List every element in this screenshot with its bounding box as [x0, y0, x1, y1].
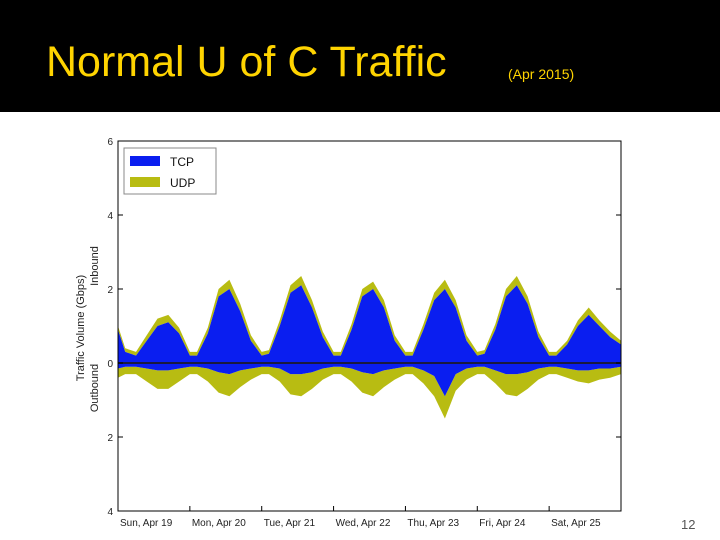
- x-tick-label: Mon, Apr 20: [192, 518, 246, 529]
- x-tick-label: Sat, Apr 25: [551, 518, 601, 529]
- y-axis-inbound-label: Inbound: [89, 246, 101, 286]
- y-tick-label: 0: [107, 359, 113, 370]
- y-tick-label: 4: [107, 211, 113, 222]
- legend: TCP UDP: [123, 147, 217, 195]
- plot-frame: [117, 140, 622, 512]
- udp-outbound-area: [118, 366, 621, 419]
- x-tick-label: Thu, Apr 23: [407, 518, 459, 529]
- y-tick-label: 4: [107, 507, 113, 518]
- y-tick-label: 2: [107, 433, 113, 444]
- slide-number: 12: [681, 517, 696, 532]
- x-tick-label: Wed, Apr 22: [336, 518, 391, 529]
- traffic-chart: 6 4 2 0 2 4 Sun, Apr 19 Mon, Apr 20 Tue, Apr 21 W…: [75, 137, 622, 529]
- plot-area: 6 4 2 0 2 4 Sun, Apr 19 Mon, Apr 20 Tue, Apr 21 W…: [107, 137, 622, 529]
- slide-subtitle: (Apr 2015): [508, 66, 575, 82]
- legend-swatch-udp: [130, 177, 160, 187]
- x-tick-label: Tue, Apr 21: [264, 518, 316, 529]
- legend-label-tcp: TCP: [170, 155, 194, 169]
- tcp-outbound-area: [118, 363, 621, 397]
- x-tick-label: Fri, Apr 24: [479, 518, 526, 529]
- y-axis-label: Traffic Volume (Gbps): [75, 275, 87, 381]
- legend-swatch-tcp: [130, 156, 160, 166]
- title-bar: Normal U of C Traffic (Apr 2015): [0, 0, 720, 112]
- slide-title: Normal U of C Traffic: [46, 38, 447, 86]
- x-tick-label: Sun, Apr 19: [120, 518, 173, 529]
- y-tick-label: 2: [107, 285, 113, 296]
- legend-label-udp: UDP: [170, 176, 195, 190]
- y-tick-label: 6: [107, 137, 113, 148]
- y-axis-outbound-label: Outbound: [89, 364, 101, 412]
- tcp-inbound-area: [118, 285, 621, 363]
